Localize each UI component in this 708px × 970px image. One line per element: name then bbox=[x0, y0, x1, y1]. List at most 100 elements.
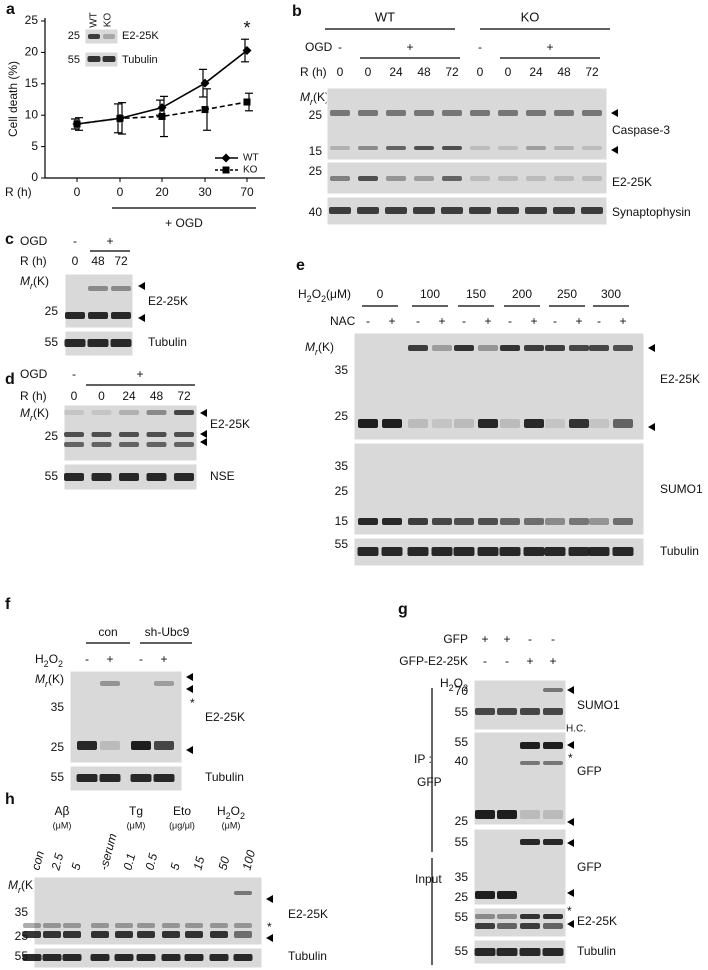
arrowhead bbox=[186, 673, 193, 681]
label: + bbox=[406, 40, 413, 54]
band bbox=[90, 954, 110, 961]
band bbox=[386, 146, 406, 150]
mr-label: Mr(K) bbox=[305, 340, 334, 357]
h2o2-label-part: H bbox=[217, 804, 226, 818]
h2o2-label-part: O bbox=[231, 804, 240, 818]
point bbox=[221, 153, 231, 163]
mw-marker: 25 bbox=[309, 164, 323, 178]
label: - bbox=[72, 367, 76, 381]
mr-label-part: r bbox=[310, 97, 314, 107]
band bbox=[233, 954, 253, 961]
arrowhead bbox=[611, 109, 618, 117]
lane-label: 72 bbox=[177, 389, 191, 403]
band bbox=[475, 914, 495, 919]
mr-label-part: (K) bbox=[21, 878, 37, 892]
lane-label: - bbox=[551, 632, 555, 646]
x-tick-label: 0 bbox=[74, 185, 81, 199]
band bbox=[589, 419, 609, 428]
band bbox=[475, 810, 495, 819]
mw-marker: 25 bbox=[455, 814, 469, 828]
band bbox=[210, 923, 228, 928]
mr-label-part: r bbox=[30, 413, 34, 423]
lane-label: 24 bbox=[389, 65, 403, 79]
band bbox=[581, 207, 603, 214]
h2o2-label-part: 2 bbox=[240, 811, 245, 821]
row-label: GFP-E2-25K bbox=[399, 654, 468, 668]
blot-label: E2-25K bbox=[148, 294, 188, 308]
band bbox=[91, 410, 112, 415]
band bbox=[442, 146, 462, 150]
h2o2-label: H2O2(μM) bbox=[298, 287, 351, 304]
band bbox=[76, 774, 98, 782]
blot-label: Tubulin bbox=[122, 54, 158, 66]
band bbox=[99, 774, 121, 782]
band bbox=[357, 207, 379, 214]
lane-label: 5 bbox=[167, 861, 182, 871]
band bbox=[386, 176, 406, 181]
column-label: 0 bbox=[377, 287, 384, 301]
lane-label: 100 bbox=[239, 848, 258, 871]
arrowhead bbox=[648, 344, 655, 352]
label: - bbox=[478, 40, 482, 54]
blot-label: Tubulin bbox=[205, 770, 244, 784]
group-label: sh-Ubc9 bbox=[145, 625, 190, 639]
point bbox=[222, 166, 230, 174]
lane-label: - bbox=[462, 314, 466, 328]
hc-label: H.C. bbox=[566, 724, 586, 735]
band bbox=[525, 207, 547, 214]
mw-marker: 25 bbox=[309, 108, 323, 122]
blot bbox=[326, 87, 608, 161]
mr-label: Mr(K) bbox=[35, 672, 64, 689]
unit-label: (μM) bbox=[127, 820, 146, 830]
band bbox=[330, 110, 350, 116]
asterisk: * bbox=[190, 696, 195, 710]
band bbox=[500, 518, 520, 525]
h2o2-label-part: 2 bbox=[226, 811, 231, 821]
lane-label: - bbox=[505, 654, 509, 668]
h2o2-label-part: 2 bbox=[463, 683, 468, 693]
mr-label-part: (K) bbox=[318, 340, 334, 354]
band bbox=[146, 432, 167, 437]
band bbox=[554, 176, 574, 181]
band bbox=[358, 176, 378, 181]
band bbox=[111, 312, 131, 319]
band bbox=[154, 681, 174, 686]
h2o2-label-part: (μM) bbox=[326, 287, 351, 301]
point bbox=[201, 106, 209, 114]
h2o2-label-part: 2 bbox=[58, 659, 63, 669]
lane-label: 0 bbox=[71, 389, 78, 403]
lane-label: 0.1 bbox=[120, 852, 138, 872]
band bbox=[524, 518, 544, 525]
panel-label: f bbox=[5, 596, 11, 613]
mr-label-part: r bbox=[18, 885, 22, 895]
mw-marker: 55 bbox=[45, 335, 59, 349]
band bbox=[543, 708, 563, 715]
lane-label: - bbox=[366, 314, 370, 328]
band bbox=[185, 931, 203, 938]
band bbox=[136, 954, 156, 961]
band bbox=[64, 339, 86, 347]
lane-label: 72 bbox=[445, 65, 459, 79]
arrowhead bbox=[567, 889, 574, 897]
lane-label: + bbox=[575, 314, 582, 328]
asterisk: * bbox=[267, 920, 272, 934]
band bbox=[174, 410, 194, 415]
band bbox=[63, 923, 81, 928]
arrowhead bbox=[200, 438, 207, 446]
band bbox=[497, 810, 517, 819]
group-label: Eto bbox=[173, 804, 191, 818]
band bbox=[520, 810, 540, 819]
band bbox=[542, 948, 564, 956]
arrowhead bbox=[648, 423, 655, 431]
band bbox=[146, 410, 167, 415]
band bbox=[161, 954, 181, 961]
mr-label-part: M bbox=[305, 340, 315, 354]
band bbox=[162, 931, 180, 938]
h2o2-label-part: 2 bbox=[307, 294, 312, 304]
band bbox=[408, 345, 428, 351]
band bbox=[234, 923, 252, 928]
band bbox=[523, 547, 545, 556]
band bbox=[408, 518, 428, 525]
